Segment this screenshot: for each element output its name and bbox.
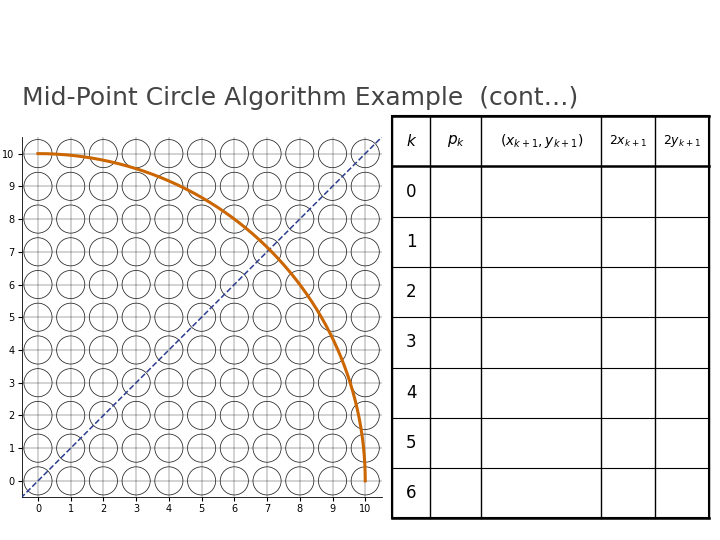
Text: 3: 3 — [406, 333, 417, 352]
Text: $2x_{k+1}$: $2x_{k+1}$ — [609, 134, 647, 149]
Text: Mid-Point Circle Algorithm Example  (cont…): Mid-Point Circle Algorithm Example (cont… — [22, 86, 578, 110]
Text: 0: 0 — [406, 183, 417, 200]
Text: $p_k$: $p_k$ — [446, 133, 465, 149]
Text: $2y_{k+1}$: $2y_{k+1}$ — [663, 133, 701, 149]
Text: $k$: $k$ — [406, 133, 417, 149]
Text: 1: 1 — [406, 233, 417, 251]
Text: 2: 2 — [406, 283, 417, 301]
Text: $(x_{k+1},y_{k+1})$: $(x_{k+1},y_{k+1})$ — [500, 132, 583, 150]
Text: 4: 4 — [406, 384, 417, 402]
Text: 6: 6 — [406, 484, 417, 502]
Text: 5: 5 — [406, 434, 417, 452]
